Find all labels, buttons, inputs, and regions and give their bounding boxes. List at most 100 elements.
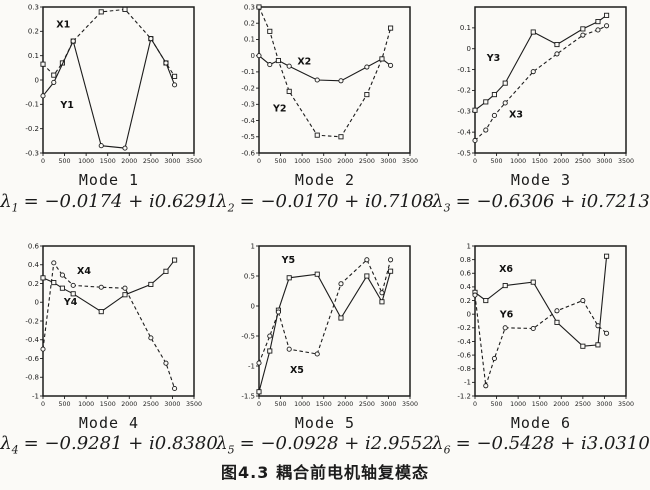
svg-text:3500: 3500 xyxy=(186,158,202,165)
svg-text:1500: 1500 xyxy=(100,401,116,408)
svg-text:-0.1: -0.1 xyxy=(241,68,255,76)
svg-text:-0.3: -0.3 xyxy=(457,108,471,116)
svg-text:0.2: 0.2 xyxy=(244,20,255,28)
mode-2-title: Mode 2 xyxy=(294,171,356,189)
svg-text:-0.4: -0.4 xyxy=(457,337,471,345)
svg-text:-0.4: -0.4 xyxy=(25,336,39,344)
svg-text:1000: 1000 xyxy=(78,158,94,165)
svg-text:-0.5: -0.5 xyxy=(457,149,471,157)
lambda-equation: = −0.0928 + i2.9552 xyxy=(239,433,434,455)
svg-text:1: 1 xyxy=(467,242,471,250)
series-label-Y6: Y6 xyxy=(499,309,514,320)
plot-box xyxy=(474,6,627,154)
series-label-X4: X4 xyxy=(77,266,91,277)
svg-text:-0.3: -0.3 xyxy=(241,101,255,109)
svg-text:-0.6: -0.6 xyxy=(457,351,471,359)
lambda-equation: = −0.5428 + i3.0310 xyxy=(455,433,650,455)
series-Y5: Y5 xyxy=(256,255,394,395)
svg-text:2000: 2000 xyxy=(553,401,569,408)
svg-text:-0.8: -0.8 xyxy=(457,365,471,373)
svg-text:0.1: 0.1 xyxy=(244,36,255,44)
svg-text:1500: 1500 xyxy=(316,401,332,408)
svg-text:0.5: 0.5 xyxy=(244,272,255,280)
svg-text:0.8: 0.8 xyxy=(460,256,471,264)
svg-text:0: 0 xyxy=(257,401,261,408)
series-label-X3: X3 xyxy=(509,110,523,121)
mode-1-title: Mode 1 xyxy=(78,171,140,189)
svg-text:0: 0 xyxy=(257,158,261,165)
svg-text:3000: 3000 xyxy=(164,158,180,165)
svg-text:2500: 2500 xyxy=(575,158,591,165)
lambda-symbol: λ xyxy=(216,433,228,455)
mode-5-eigenvalue: λ5 = −0.0928 + i2.9552 xyxy=(216,433,434,457)
plot-box xyxy=(474,244,627,397)
svg-text:2500: 2500 xyxy=(359,158,375,165)
series-Y3: Y3 xyxy=(472,12,610,113)
mode-1-chart: 0.30.20.10-0.1-0.2-0.30 500 1000 1500 2000 25… xyxy=(25,3,202,165)
svg-text:3500: 3500 xyxy=(618,158,634,165)
lambda-equation: = −0.0170 + i0.7108 xyxy=(239,190,434,212)
series-X6: X6 xyxy=(472,253,610,349)
svg-text:1000: 1000 xyxy=(510,401,526,408)
svg-text:2500: 2500 xyxy=(359,401,375,408)
svg-text:-0.1: -0.1 xyxy=(25,101,39,109)
mode-4-eigenvalue: λ4 = −0.9281 + i0.8380 xyxy=(0,433,218,457)
svg-text:-0.2: -0.2 xyxy=(25,125,39,133)
mode-6-chart: 10.80.60.40.20-0.2-0.4-0.6-0.8-1-1.20 500… xyxy=(457,242,634,408)
mode-4-panel: 0.6 0.4 0.2 0 -0.2 -0.4 -0.6 -0.8 -1 0 500 1000 1500… xyxy=(0,215,218,458)
series-Y2: Y2 xyxy=(256,4,394,140)
svg-text:0: 0 xyxy=(35,76,39,84)
svg-text:-0.4: -0.4 xyxy=(457,128,471,136)
svg-text:0: 0 xyxy=(251,52,255,60)
svg-text:3000: 3000 xyxy=(380,158,396,165)
lambda-subscript: 5 xyxy=(227,443,235,457)
svg-text:-0.2: -0.2 xyxy=(241,84,255,92)
svg-text:500: 500 xyxy=(275,158,287,165)
mode-4-title: Mode 4 xyxy=(78,413,140,432)
plot-box xyxy=(258,244,411,397)
svg-text:3500: 3500 xyxy=(402,158,418,165)
svg-text:0: 0 xyxy=(467,45,471,53)
svg-text:2500: 2500 xyxy=(143,158,159,165)
mode-6-panel: 1 0.8 0.6 0.4 0.2 0 -0.2 -0.4 -0.6 -0.8 -1 -1.2 0 500… xyxy=(432,215,650,458)
svg-text:500: 500 xyxy=(59,401,71,408)
svg-text:3500: 3500 xyxy=(186,401,202,408)
svg-text:500: 500 xyxy=(491,401,503,408)
svg-text:0: 0 xyxy=(473,158,477,165)
series-X5: X5 xyxy=(256,256,394,376)
lambda-subscript: 2 xyxy=(227,201,235,215)
svg-text:2500: 2500 xyxy=(143,401,159,408)
svg-text:-1.5: -1.5 xyxy=(241,392,255,400)
plot-box xyxy=(258,6,411,154)
svg-text:0: 0 xyxy=(35,298,39,306)
plot-box xyxy=(42,244,195,397)
svg-text:0: 0 xyxy=(467,310,471,318)
mode-4-chart: 0.60.40.20-0.2-0.4-0.6-0.8-10 500 1000 1500… xyxy=(25,242,202,408)
svg-text:3000: 3000 xyxy=(596,401,612,408)
lambda-subscript: 3 xyxy=(443,201,451,215)
svg-text:1000: 1000 xyxy=(294,158,310,165)
svg-text:500: 500 xyxy=(491,158,503,165)
lambda-equation: = −0.0174 + i0.6291 xyxy=(23,190,218,212)
series-label-X6: X6 xyxy=(499,264,513,275)
lambda-subscript: 6 xyxy=(443,443,451,457)
svg-text:0.4: 0.4 xyxy=(28,261,40,269)
series-X2: X2 xyxy=(256,53,394,84)
svg-text:-0.2: -0.2 xyxy=(25,317,39,325)
series-Y4: Y4 xyxy=(40,257,178,314)
mode-3-eigenvalue: λ3 = −0.6306 + i0.7213 xyxy=(432,191,650,215)
lambda-subscript: 1 xyxy=(11,201,19,215)
svg-text:-0.8: -0.8 xyxy=(25,373,39,381)
svg-text:0.6: 0.6 xyxy=(28,242,40,250)
mode-1-panel: 0.3 0.2 0.1 0 -0.1 -0.2 -0.3 0 500 1000 1500 2000 25… xyxy=(0,0,218,215)
svg-text:1000: 1000 xyxy=(78,401,94,408)
svg-text:2000: 2000 xyxy=(121,401,137,408)
series-label-Y5: Y5 xyxy=(281,255,296,266)
svg-text:-0.2: -0.2 xyxy=(457,324,471,332)
svg-text:0.6: 0.6 xyxy=(460,269,472,277)
series-Y6: Y6 xyxy=(472,292,610,389)
mode-5-chart: 10.50-0.5-1-1.50 500 1000 1500 2000 2500 3000 3… xyxy=(241,242,418,408)
series-label-Y1: Y1 xyxy=(59,100,74,111)
lambda-symbol: λ xyxy=(216,190,228,212)
